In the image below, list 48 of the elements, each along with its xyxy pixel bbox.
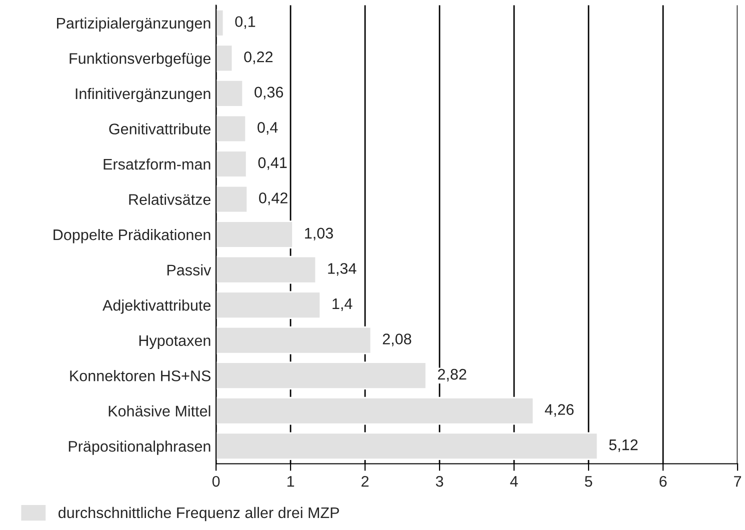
data-label: 1,03 [305,228,333,240]
y-tick-label: Hypotaxen [139,335,210,350]
y-tick-label: Ersatzform-man [104,158,210,170]
bar [216,256,317,284]
y-tick-label: Präpositionalphrasen [68,440,210,455]
x-tick-label: 1 [287,476,294,487]
data-label: 2,82 [438,368,466,382]
y-tick-label: Funktionsverbgefüge [70,52,211,67]
y-tick-label: Kohäsive Mittel [108,405,210,417]
x-tick-label: 2 [362,476,369,487]
data-label: 0,36 [254,86,284,100]
bar [216,114,247,143]
x-tick-label: 7 [734,476,742,487]
data-label: 0,22 [244,51,273,64]
bar [216,362,427,390]
x-tick-label: 3 [436,476,444,487]
y-tick-label: Infinitivergänzungen [76,88,210,102]
data-label: 0,42 [259,192,288,206]
y-tick-label: Partizipialergänzungen [57,17,210,32]
data-label: 1,34 [328,263,356,276]
bar [216,220,294,248]
bar [216,326,372,354]
y-tick-label: Passiv [167,264,212,276]
y-tick-label: Doppelte Prädikationen [54,228,210,244]
x-tick-label: 4 [510,476,518,487]
data-label: 0,1 [235,16,256,29]
bar [216,432,598,460]
x-tick-label: 0 [212,476,220,487]
data-label: 0,41 [258,157,287,170]
y-tick-label: Konnektoren HS+NS [70,370,210,382]
bar [216,396,534,425]
data-label: 4,26 [544,404,574,417]
legend-label: durchschnittliche Frequenz aller drei MZP [58,506,339,522]
bar [216,44,234,72]
y-tick-label: Adjektivattribute [102,300,211,314]
data-label: 1,4 [332,298,352,311]
y-tick-label: Relativsätze [129,194,211,205]
data-label: 0,4 [258,122,278,135]
x-tick-label: 6 [660,476,667,487]
bar [216,9,224,37]
bar [216,185,248,214]
data-label: 2,08 [382,334,412,346]
data-label: 5,12 [609,439,638,452]
bar [216,80,244,108]
y-tick-label: Genitivattribute [109,123,211,134]
bar [216,150,248,178]
x-tick-label: 5 [584,476,592,487]
bar [216,291,322,319]
